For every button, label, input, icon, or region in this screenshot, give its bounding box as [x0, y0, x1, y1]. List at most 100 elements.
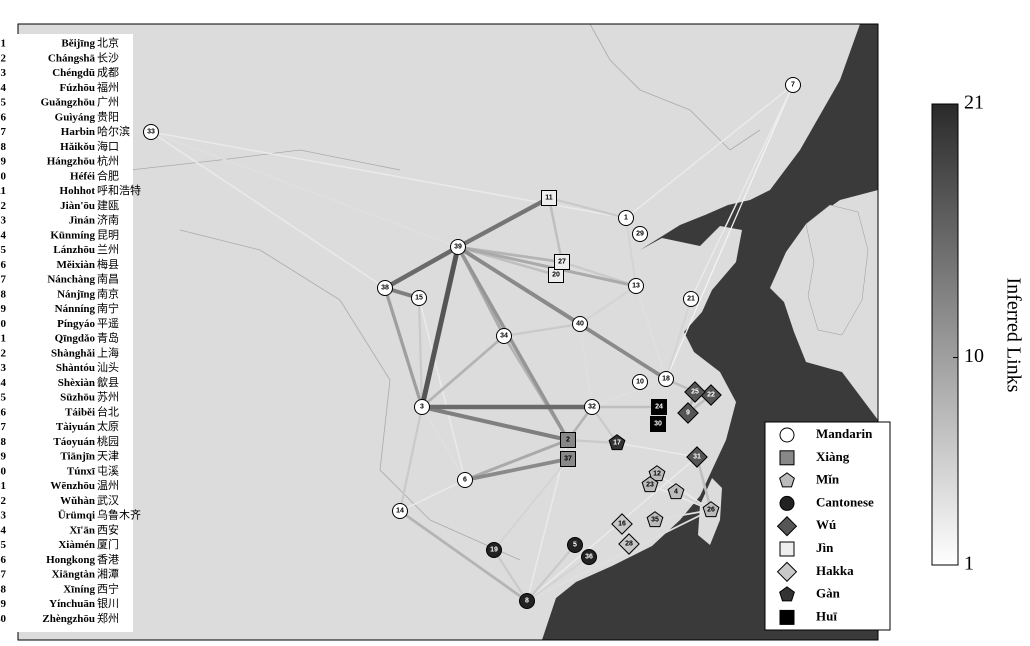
colorbar: [931, 103, 959, 566]
list-name: Hǎikǒu: [60, 141, 95, 153]
location-node: [541, 190, 557, 206]
list-number: 39: [0, 598, 7, 610]
list-number: 32: [0, 495, 7, 507]
location-node: [143, 124, 159, 140]
node-label: 37: [564, 456, 572, 463]
node-label: 19: [490, 547, 498, 554]
list-chinese: 温州: [97, 479, 119, 492]
location-node: [414, 399, 430, 415]
link: [526, 556, 590, 602]
legend-symbol: [776, 516, 798, 537]
list-chinese: 太原: [97, 420, 119, 433]
location-node: [646, 511, 664, 528]
list-name: Chéngdū: [52, 67, 95, 79]
link: [625, 84, 794, 219]
list-number: 33: [0, 510, 7, 522]
legend-label: Gàn: [816, 586, 841, 601]
link: [399, 479, 466, 512]
list-number: 30: [0, 465, 7, 477]
colorbar-tick-label: 21: [964, 92, 984, 114]
link: [665, 84, 794, 380]
link: [579, 323, 593, 408]
location-node: [496, 328, 512, 344]
list-number: 10: [0, 170, 7, 182]
node-label: 32: [588, 404, 596, 411]
list-name: Jìnán: [69, 215, 95, 227]
node-label: 13: [632, 283, 640, 290]
location-node: [658, 371, 674, 387]
list-number: 12: [0, 200, 7, 212]
list-number: 25: [0, 392, 7, 404]
list-number: 20: [0, 318, 7, 330]
node-label: 16: [618, 521, 626, 528]
location-node: [618, 533, 640, 555]
legend-label: Hakka: [816, 563, 854, 578]
list-chinese: 合肥: [97, 168, 119, 182]
link: [625, 217, 637, 287]
list-chinese: 银川: [97, 596, 119, 610]
list-chinese: 呼和浩特: [97, 183, 141, 197]
list-chinese: 青岛: [97, 331, 119, 345]
link: [493, 458, 569, 551]
location-node: [702, 501, 720, 518]
colorbar-tick-label: 10: [964, 345, 984, 367]
list-number: 3: [1, 67, 7, 79]
list-name: Yínchuān: [49, 598, 95, 610]
link: [656, 473, 712, 511]
list-number: 29: [0, 451, 7, 463]
node-label: 4: [674, 489, 678, 496]
legend-label: Cantonese: [816, 494, 874, 509]
list-number: 37: [0, 569, 7, 581]
list-chinese: 郑州: [97, 611, 119, 625]
list-number: 35: [0, 539, 7, 551]
location-node: [632, 226, 648, 242]
list-chinese: 台北: [97, 404, 119, 418]
list-number: 18: [0, 288, 7, 300]
list-name: Tiānjīn: [60, 451, 95, 463]
node-label: 30: [654, 421, 662, 428]
list-name: Nánchàng: [47, 274, 95, 286]
legend-symbol: [779, 472, 795, 488]
list-chinese: 建瓯: [97, 198, 119, 212]
location-node: [632, 374, 648, 390]
list-chinese: 南宁: [97, 301, 119, 315]
list-name: Lánzhōu: [53, 244, 95, 256]
list-name: Shànghǎi: [51, 347, 95, 359]
list-name: Táiběi: [65, 406, 95, 418]
list-name: Hángzhōu: [47, 156, 95, 168]
node-label: 6: [463, 477, 467, 484]
link: [654, 509, 712, 521]
list-chinese: 乌鲁木齐: [97, 508, 141, 522]
legend-symbol: [776, 561, 798, 582]
node-label: 38: [381, 285, 389, 292]
link: [635, 285, 667, 380]
colorbar-tick-label: 1: [964, 553, 974, 575]
node-label: 24: [655, 404, 663, 411]
link: [579, 285, 637, 325]
list-name: Xiàmén: [58, 539, 95, 551]
location-node: [519, 593, 535, 609]
location-node: [684, 381, 706, 403]
list-name: Xiāngtàn: [52, 569, 95, 581]
link: [421, 406, 466, 481]
list-name: Xīníng: [63, 583, 95, 595]
list-name: Nánjīng: [57, 288, 95, 300]
legend-label: Mandarin: [816, 426, 873, 441]
list-number: 16: [0, 259, 7, 271]
list-name: Tàiyuán: [56, 421, 95, 433]
list-number: 11: [0, 185, 6, 197]
node-label: 20: [552, 272, 560, 279]
legend-label: Xiàng: [816, 449, 850, 464]
list-name: Hohhot: [60, 185, 96, 197]
node-label: 34: [500, 333, 508, 340]
node-label: 39: [454, 244, 462, 251]
list-number: 22: [0, 347, 7, 359]
list-chinese: 武汉: [97, 494, 119, 507]
node-label: 14: [396, 508, 404, 515]
link: [463, 457, 570, 482]
link: [420, 334, 506, 409]
list-name: Fúzhōu: [60, 82, 95, 94]
list-name: Guìyáng: [55, 111, 96, 123]
list-chinese: 成都: [97, 66, 119, 79]
link: [492, 548, 529, 603]
